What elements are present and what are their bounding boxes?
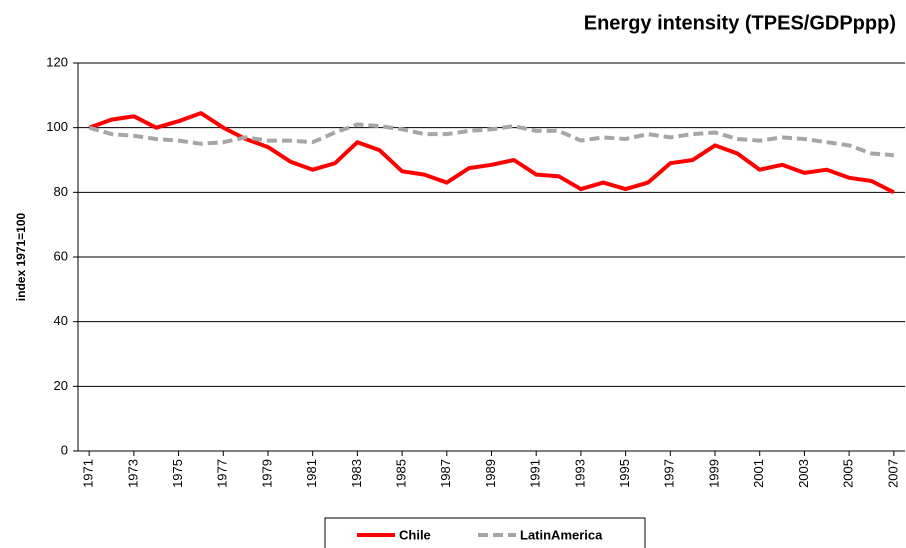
x-tick-label: 2005 <box>841 459 856 488</box>
x-tick-label: 1997 <box>662 459 677 488</box>
x-tick-label: 1981 <box>304 459 319 488</box>
x-tick-label: 1995 <box>617 459 632 488</box>
x-tick-label: 1977 <box>215 459 230 488</box>
x-tick-label: 1989 <box>483 459 498 488</box>
x-tick-label: 1993 <box>572 459 587 488</box>
x-tick-label: 2001 <box>751 459 766 488</box>
legend-label: LatinAmerica <box>520 527 603 542</box>
x-tick-label: 2003 <box>796 459 811 488</box>
x-tick-label: 1971 <box>81 459 96 488</box>
chart-title: Energy intensity (TPES/GDPppp) <box>584 12 896 34</box>
x-tick-label: 1973 <box>125 459 140 488</box>
series-line <box>88 122 894 158</box>
y-tick-label: 40 <box>54 313 68 328</box>
x-tick-label: 1991 <box>528 459 543 488</box>
x-tick-label: 1985 <box>394 459 409 488</box>
x-tick-label: 2007 <box>885 459 900 488</box>
y-tick-label: 20 <box>54 378 68 393</box>
legend-label: Chile <box>399 527 431 542</box>
x-tick-label: 1983 <box>349 459 364 488</box>
x-tick-label: 1999 <box>706 459 721 488</box>
x-tick-label: 1979 <box>259 459 274 488</box>
series-line <box>88 111 895 195</box>
y-tick-label: 120 <box>46 54 68 69</box>
y-tick-label: 60 <box>54 248 68 263</box>
y-tick-label: 100 <box>46 119 68 134</box>
x-tick-label: 1975 <box>170 459 185 488</box>
y-tick-label: 0 <box>61 442 68 457</box>
y-tick-label: 80 <box>54 184 68 199</box>
x-tick-label: 1987 <box>438 459 453 488</box>
y-axis-label: index 1971=100 <box>14 212 28 301</box>
